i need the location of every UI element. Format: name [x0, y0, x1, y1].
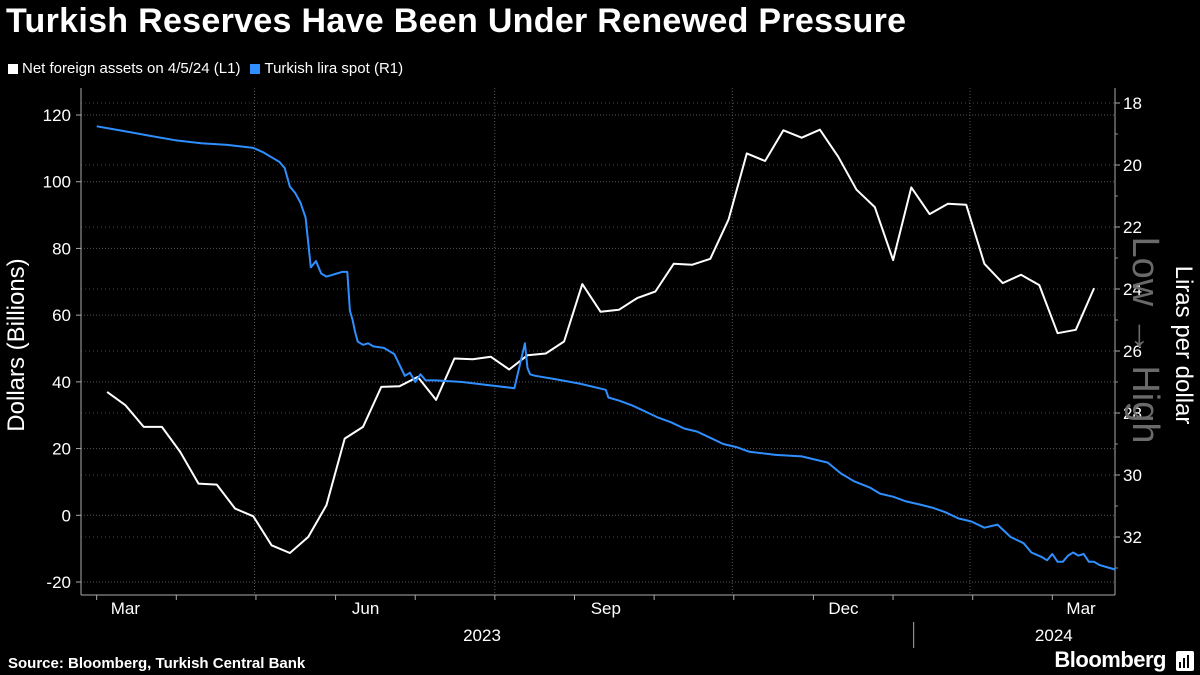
y-right-tick-label: 28: [1123, 404, 1142, 423]
x-year-label: 2024: [1035, 626, 1073, 645]
y-right-tick-label: 20: [1123, 156, 1142, 175]
y-left-tick-label: -20: [46, 573, 71, 592]
y-right-tick-label: 26: [1123, 342, 1142, 361]
y-left-tick-label: 120: [43, 106, 71, 125]
legend: Net foreign assets on 4/5/24 (L1) Turkis…: [8, 60, 403, 77]
legend-swatch-net-foreign-assets: [8, 63, 18, 74]
y-right-axis-title: Liras per dollar: [1170, 266, 1197, 425]
y-right-tick-label: 22: [1123, 218, 1142, 237]
legend-label-net-foreign-assets: Net foreign assets on 4/5/24 (L1): [22, 60, 241, 77]
y-right-tick-label: 32: [1123, 528, 1142, 547]
x-year-label: 2023: [463, 626, 501, 645]
y-left-tick-label: 0: [62, 506, 71, 525]
legend-item-net-foreign-assets: Net foreign assets on 4/5/24 (L1): [8, 60, 240, 77]
legend-swatch-lira-spot: [250, 63, 261, 74]
bloomberg-logo: Bloomberg: [1054, 647, 1166, 672]
x-month-label: Jun: [352, 599, 379, 618]
y-right-tick-label: 30: [1123, 466, 1142, 485]
legend-label-lira-spot: Turkish lira spot (R1): [264, 60, 404, 77]
y-left-tick-label: 40: [52, 373, 71, 392]
y-right-tick-label: 18: [1123, 94, 1142, 113]
y-left-tick-label: 80: [52, 239, 71, 258]
y-left-tick-label: 60: [52, 306, 71, 325]
series-line-lira-spot: [96, 125, 1116, 571]
y-left-tick-label: 20: [52, 440, 71, 459]
y-left-axis-title: Dollars (Billions): [3, 258, 30, 431]
x-month-label: Mar: [111, 599, 141, 618]
y-left-tick-label: 100: [43, 173, 71, 192]
series-line-net-foreign-assets: [106, 128, 1096, 554]
x-month-label: Mar: [1066, 599, 1096, 618]
x-month-label: Sep: [591, 599, 621, 618]
chart-title: Turkish Reserves Have Been Under Renewed…: [6, 2, 907, 40]
bloomberg-terminal-icon: [1176, 651, 1194, 671]
x-month-label: Dec: [828, 599, 859, 618]
direction-annotation: Low → High: [1124, 237, 1166, 444]
source-note: Source: Bloomberg, Turkish Central Bank: [8, 655, 306, 672]
legend-item-lira-spot: Turkish lira spot (R1): [250, 60, 403, 77]
y-right-tick-label: 24: [1123, 280, 1142, 299]
